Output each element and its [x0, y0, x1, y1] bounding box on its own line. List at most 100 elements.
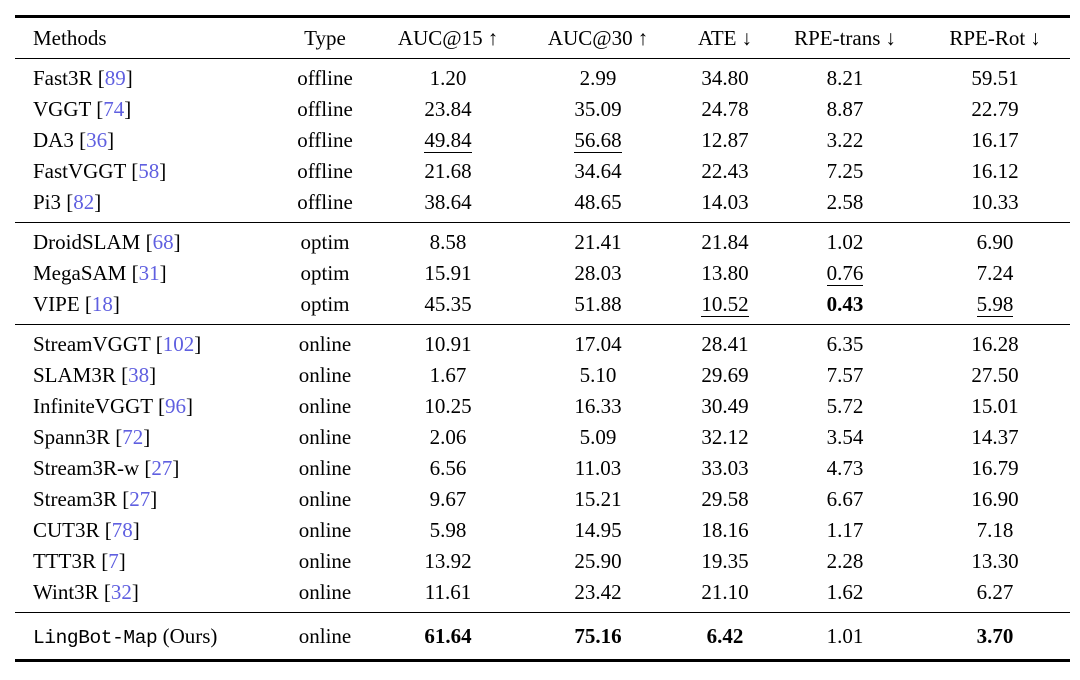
- citation-link[interactable]: 7: [108, 549, 119, 573]
- value-cell-ate: 6.42: [680, 613, 770, 661]
- metric-value: 7.24: [976, 261, 1014, 285]
- method-name: Stream3R-w: [33, 456, 140, 480]
- citation-bracket-close: ]: [107, 128, 115, 152]
- metric-value: 6.90: [976, 230, 1014, 254]
- citation-link[interactable]: 58: [138, 159, 160, 183]
- value-cell-ate: 28.41: [680, 325, 770, 361]
- method-cell: InfiniteVGGT [96]: [15, 391, 270, 422]
- table-row: DA3 [36] offline 49.84 56.68 12.87 3.22 16.17: [15, 125, 1070, 156]
- metric-value: 8.21: [826, 66, 864, 90]
- table-row: SLAM3R [38] online 1.67 5.10 29.69 7.57 27.50: [15, 360, 1070, 391]
- citation-bracket-close: ]: [172, 456, 180, 480]
- citation-bracket-open: [: [125, 159, 139, 183]
- type-cell: online: [298, 394, 352, 418]
- metric-value: 11.03: [574, 456, 622, 480]
- metric-value: 1.67: [429, 363, 467, 387]
- arrow-up-icon: ↑: [487, 25, 499, 50]
- method-cell: DroidSLAM [68]: [15, 223, 270, 259]
- citation-link[interactable]: 36: [86, 128, 108, 152]
- value-cell-ate: 22.43: [680, 156, 770, 187]
- value-cell-auc30: 5.10: [516, 360, 680, 391]
- value-cell-auc15: 1.20: [380, 59, 516, 95]
- metric-value: 25.90: [574, 549, 622, 573]
- metric-value: 21.84: [701, 230, 749, 254]
- metric-value: 16.90: [971, 487, 1019, 511]
- type-cell: online: [298, 332, 352, 356]
- citation-link[interactable]: 18: [91, 292, 113, 316]
- citation-bracket-close: ]: [194, 332, 202, 356]
- citation-link[interactable]: 89: [104, 66, 126, 90]
- value-cell-rpe-rot: 14.37: [920, 422, 1070, 453]
- value-cell-rpe-trans: 6.67: [770, 484, 920, 515]
- table-row: StreamVGGT [102] online 10.91 17.04 28.41 6.3…: [15, 325, 1070, 361]
- results-table: Methods Type AUC@15 ↑ AUC@30 ↑ ATE ↓ RPE-trans ↓ R…: [15, 15, 1070, 662]
- method-cell: Pi3 [82]: [15, 187, 270, 223]
- table-row: Spann3R [72] online 2.06 5.09 32.12 3.54 14.37: [15, 422, 1070, 453]
- value-cell-auc15: 9.67: [380, 484, 516, 515]
- metric-value: 24.78: [701, 97, 749, 121]
- metric-value: 2.58: [826, 190, 864, 214]
- citation-link[interactable]: 27: [151, 456, 173, 480]
- citation-bracket-open: [: [61, 190, 74, 214]
- metric-value: 5.10: [579, 363, 617, 387]
- metric-value: 6.67: [826, 487, 864, 511]
- citation-link[interactable]: 72: [122, 425, 144, 449]
- metric-value: 7.18: [976, 518, 1014, 542]
- metric-value: 28.41: [701, 332, 749, 356]
- citation-link[interactable]: 78: [111, 518, 133, 542]
- value-cell-auc30: 56.68: [516, 125, 680, 156]
- metric-value: 1.02: [826, 230, 864, 254]
- metric-value: 8.58: [429, 230, 467, 254]
- citation-link[interactable]: 38: [128, 363, 150, 387]
- value-cell-auc30: 34.64: [516, 156, 680, 187]
- value-cell-auc15: 13.92: [380, 546, 516, 577]
- value-cell-rpe-rot: 7.24: [920, 258, 1070, 289]
- col-header-auc15: AUC@15 ↑: [380, 17, 516, 59]
- value-cell-ate: 29.58: [680, 484, 770, 515]
- type-cell: offline: [297, 190, 353, 214]
- value-cell-auc15: 10.25: [380, 391, 516, 422]
- citation-bracket-close: ]: [186, 394, 194, 418]
- table-row: Wint3R [32] online 11.61 23.42 21.10 1.62 6.27: [15, 577, 1070, 613]
- metric-value: 16.79: [971, 456, 1019, 480]
- citation-bracket-open: [: [152, 394, 166, 418]
- citation-link[interactable]: 32: [110, 580, 132, 604]
- value-cell-rpe-trans: 1.62: [770, 577, 920, 613]
- metric-value: 10.25: [424, 394, 472, 418]
- metric-value: 10.33: [971, 190, 1019, 214]
- value-cell-rpe-rot: 5.98: [920, 289, 1070, 325]
- method-cell: StreamVGGT [102]: [15, 325, 270, 361]
- method-name: MegaSAM: [33, 261, 127, 285]
- citation-link[interactable]: 96: [165, 394, 187, 418]
- value-cell-rpe-trans: 1.01: [770, 613, 920, 661]
- metric-value: 8.87: [826, 97, 864, 121]
- citation-bracket-close: ]: [143, 425, 151, 449]
- col-header-type: Type: [270, 17, 380, 59]
- metric-value: 14.95: [574, 518, 622, 542]
- method-name: Spann3R: [33, 425, 111, 449]
- group-ours: LingBot-Map (Ours) online 61.64 75.16 6.42 1.…: [15, 613, 1070, 661]
- type-cell: optim: [300, 261, 350, 285]
- citation-bracket-open: [: [117, 487, 130, 511]
- value-cell-auc30: 2.99: [516, 59, 680, 95]
- citation-link[interactable]: 31: [138, 261, 160, 285]
- value-cell-ate: 30.49: [680, 391, 770, 422]
- method-cell: LingBot-Map (Ours): [15, 613, 270, 661]
- metric-value: 22.79: [971, 97, 1019, 121]
- citation-link[interactable]: 27: [129, 487, 151, 511]
- metric-value: 1.17: [826, 518, 864, 542]
- citation-link[interactable]: 74: [103, 97, 125, 121]
- metric-value: 29.58: [701, 487, 749, 511]
- value-cell-auc30: 51.88: [516, 289, 680, 325]
- citation-link[interactable]: 82: [73, 190, 95, 214]
- table-row: InfiniteVGGT [96] online 10.25 16.33 30.49 5.…: [15, 391, 1070, 422]
- table-header: Methods Type AUC@15 ↑ AUC@30 ↑ ATE ↓ RPE-trans ↓ R…: [15, 16, 1070, 59]
- col-header-label: AUC@30: [547, 25, 633, 50]
- method-name: CUT3R: [33, 518, 100, 542]
- method-cell: Spann3R [72]: [15, 422, 270, 453]
- type-cell: online: [298, 363, 352, 387]
- citation-link[interactable]: 68: [152, 230, 174, 254]
- metric-value: 16.12: [971, 159, 1019, 183]
- citation-bracket-close: ]: [112, 292, 120, 316]
- citation-link[interactable]: 102: [162, 332, 195, 356]
